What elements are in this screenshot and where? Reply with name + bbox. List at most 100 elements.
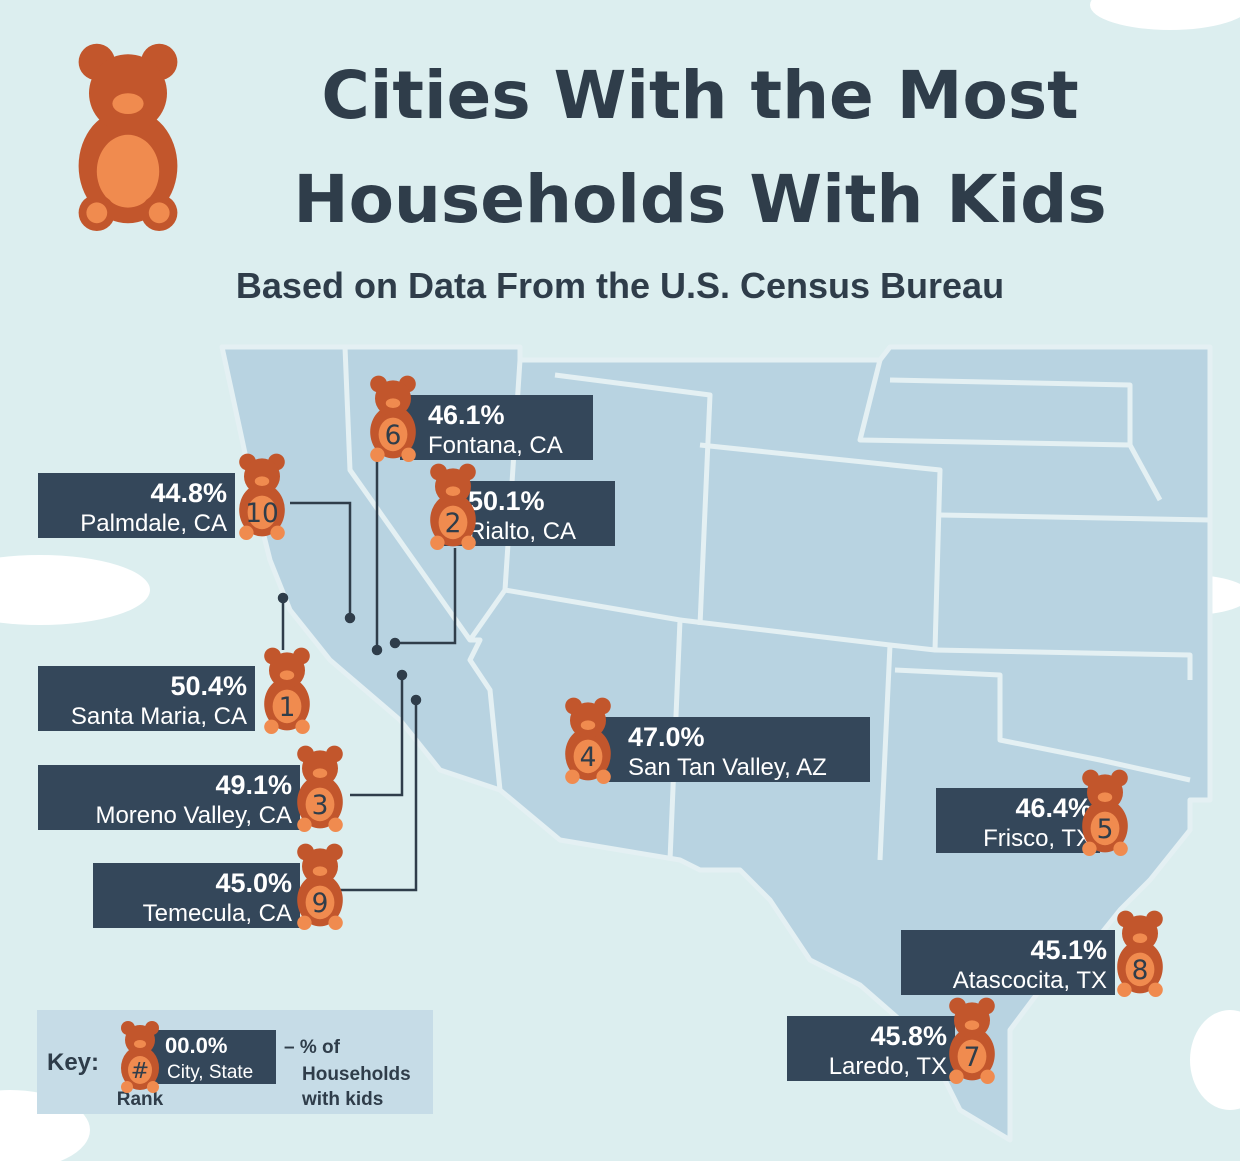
foot bbox=[1113, 841, 1128, 856]
snout bbox=[312, 866, 328, 876]
foot bbox=[565, 769, 580, 784]
rank-number: 2 bbox=[445, 508, 462, 539]
belly bbox=[247, 495, 277, 530]
city-markers: 50.4%Santa Maria, CA 1 50.1%Rialto, CA2 49.… bbox=[38, 375, 1163, 1084]
belly bbox=[1090, 811, 1120, 846]
bear-icon: 7 bbox=[949, 997, 995, 1084]
foot bbox=[596, 769, 611, 784]
city-name: Santa Maria, CA bbox=[71, 703, 247, 730]
label-box bbox=[936, 788, 1100, 853]
snout bbox=[279, 670, 295, 680]
city-name: Rialto, CA bbox=[468, 518, 576, 545]
foot bbox=[430, 535, 445, 550]
bear-icon: 5 bbox=[1082, 769, 1128, 856]
key-label: Key: bbox=[47, 1049, 99, 1076]
rank-number: 1 bbox=[279, 692, 296, 723]
foot bbox=[239, 525, 254, 540]
city-name: Temecula, CA bbox=[143, 900, 292, 927]
rank-number: 3 bbox=[312, 790, 329, 821]
bear-icon: # bbox=[121, 1021, 159, 1093]
foot bbox=[121, 1081, 133, 1093]
percent: 46.4% bbox=[1015, 793, 1092, 823]
city-marker: 45.0%Temecula, CA 9 bbox=[93, 843, 343, 930]
city-marker: 47.0%San Tan Valley, AZ 4 bbox=[565, 697, 870, 784]
bear-icon: 1 bbox=[264, 647, 310, 734]
snout bbox=[580, 720, 596, 730]
foot bbox=[1148, 982, 1163, 997]
snout bbox=[134, 1040, 146, 1048]
bear-icon: 3 bbox=[297, 745, 343, 832]
head bbox=[375, 380, 411, 417]
foot bbox=[328, 817, 343, 832]
rank-number: 10 bbox=[245, 498, 279, 529]
key-description: – % of bbox=[284, 1037, 341, 1058]
foot bbox=[980, 1069, 995, 1084]
label-box bbox=[38, 473, 235, 538]
city-name: Frisco, TX bbox=[983, 825, 1092, 852]
foot bbox=[328, 915, 343, 930]
rank-number: # bbox=[131, 1059, 149, 1084]
label-box bbox=[787, 1016, 955, 1081]
snout bbox=[964, 1020, 980, 1030]
belly bbox=[1125, 952, 1155, 987]
bear-icon: 9 bbox=[297, 843, 343, 930]
label-box bbox=[93, 863, 300, 928]
key-city: City, State bbox=[167, 1062, 253, 1083]
city-name: Atascocita, TX bbox=[953, 967, 1107, 994]
key-percent: 00.0% bbox=[165, 1033, 227, 1058]
key: Key: 00.0% City, State Rank – % of House… bbox=[37, 1010, 433, 1114]
foot bbox=[401, 447, 416, 462]
subtitle: Based on Data From the U.S. Census Burea… bbox=[236, 265, 1004, 306]
header-bear bbox=[78, 43, 178, 231]
percent: 47.0% bbox=[628, 722, 705, 752]
rank-number: 8 bbox=[1132, 955, 1149, 986]
percent: 46.1% bbox=[428, 400, 505, 430]
city-name: Moreno Valley, CA bbox=[95, 802, 292, 829]
snout bbox=[1097, 792, 1113, 802]
foot bbox=[1117, 982, 1132, 997]
percent: 45.1% bbox=[1030, 935, 1107, 965]
city-name: Laredo, TX bbox=[829, 1053, 947, 1080]
connectors bbox=[277, 455, 457, 892]
city-marker: 46.4%Frisco, TX 5 bbox=[936, 769, 1128, 856]
label-box bbox=[901, 930, 1115, 995]
belly bbox=[378, 417, 408, 452]
snout bbox=[445, 486, 461, 496]
foot bbox=[949, 1069, 964, 1084]
key-description: with kids bbox=[301, 1089, 383, 1110]
percent: 50.4% bbox=[170, 671, 247, 701]
rank-number: 5 bbox=[1097, 814, 1114, 845]
snout bbox=[312, 768, 328, 778]
percent: 45.0% bbox=[215, 868, 292, 898]
belly bbox=[573, 739, 603, 774]
snout bbox=[254, 476, 270, 486]
percent: 44.8% bbox=[150, 478, 227, 508]
foot bbox=[270, 525, 285, 540]
percent: 45.8% bbox=[870, 1021, 947, 1051]
rank-number: 9 bbox=[312, 888, 329, 919]
foot bbox=[1082, 841, 1097, 856]
belly bbox=[957, 1039, 987, 1074]
percent: 49.1% bbox=[215, 770, 292, 800]
foot bbox=[297, 817, 312, 832]
rank-number: 6 bbox=[385, 420, 402, 451]
rank-number: 4 bbox=[580, 742, 597, 773]
belly bbox=[305, 885, 335, 920]
bear-icon: 6 bbox=[370, 375, 416, 462]
city-marker: 46.1%Fontana, CA 6 bbox=[370, 375, 593, 462]
bear-icon: 2 bbox=[430, 463, 476, 550]
bear-icon: 8 bbox=[1117, 910, 1163, 997]
key-rank-label: Rank bbox=[117, 1089, 164, 1110]
belly bbox=[128, 1056, 152, 1084]
belly bbox=[438, 505, 468, 540]
head bbox=[435, 468, 471, 505]
percent: 50.1% bbox=[468, 486, 545, 516]
bear-icon: 10 bbox=[239, 453, 285, 540]
label-box bbox=[600, 717, 870, 782]
foot bbox=[147, 1081, 159, 1093]
snout bbox=[1132, 933, 1148, 943]
city-name: San Tan Valley, AZ bbox=[628, 754, 827, 781]
city-marker: 45.1%Atascocita, TX 8 bbox=[901, 910, 1163, 997]
label-box bbox=[400, 395, 593, 460]
